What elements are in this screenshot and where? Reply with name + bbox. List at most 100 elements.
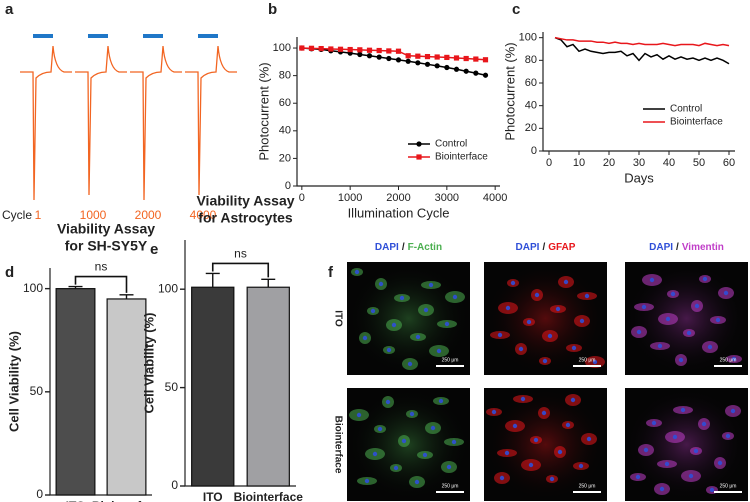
- x-tick-label: Biointerface: [234, 490, 304, 502]
- column-header: DAPI / F-Actin: [375, 242, 442, 253]
- nucleus: [579, 318, 585, 324]
- nucleus: [694, 303, 700, 309]
- marker: [434, 63, 440, 69]
- column-header: DAPI / Vimentin: [649, 242, 724, 253]
- nucleus: [430, 425, 436, 431]
- x-tick-label: ITO: [203, 490, 223, 502]
- light-pulse: [143, 34, 163, 38]
- nucleus: [547, 333, 553, 339]
- nucleus: [451, 439, 457, 445]
- marker: [482, 72, 489, 78]
- legend-marker: [416, 141, 422, 147]
- nucleus: [686, 330, 692, 336]
- nucleus: [446, 464, 452, 470]
- marker: [453, 66, 460, 72]
- y-axis-label: Photocurrent (%): [502, 42, 517, 140]
- chart-title: for Astrocytes: [198, 210, 293, 226]
- scale-bar-label: 250 μm: [579, 483, 596, 489]
- panel-letter: d: [5, 264, 14, 281]
- nucleus: [436, 348, 442, 354]
- nucleus: [542, 358, 548, 364]
- y-tick-label: 40: [525, 100, 537, 112]
- error-bar: [205, 272, 220, 288]
- marker: [453, 55, 460, 61]
- nucleus: [512, 423, 518, 429]
- nucleus: [670, 291, 676, 297]
- nucleus: [715, 317, 721, 323]
- x-tick-label: 60: [723, 157, 735, 169]
- x-tick-label: Biointerface: [92, 499, 162, 502]
- nucleus: [401, 438, 407, 444]
- marker: [376, 47, 382, 54]
- header-part: DAPI: [375, 242, 399, 253]
- nucleus: [415, 334, 421, 340]
- nucleus: [555, 306, 561, 312]
- nucleus: [592, 359, 598, 365]
- y-tick-label: 100: [273, 42, 291, 54]
- nucleus: [680, 407, 686, 413]
- y-tick-label: 0: [36, 487, 43, 501]
- y-tick-label: 0: [531, 145, 537, 157]
- chart-title: Viability Assay: [57, 221, 155, 237]
- marker: [347, 46, 353, 53]
- nucleus: [391, 322, 397, 328]
- marker: [337, 46, 344, 52]
- y-tick-label: 60: [279, 97, 291, 109]
- header-part: GFAP: [548, 242, 576, 253]
- nucleus: [386, 347, 392, 353]
- error-bar-line: [68, 285, 83, 289]
- y-tick-label: 100: [23, 281, 43, 295]
- photocurrent-trace: [20, 45, 72, 201]
- nucleus: [557, 449, 563, 455]
- series-line: [554, 36, 730, 47]
- nucleus: [565, 422, 571, 428]
- chart-title: Viability Assay: [196, 193, 294, 209]
- y-tick-label: 80: [525, 54, 537, 66]
- legend-label: Control: [670, 104, 702, 115]
- x-tick-label: 40: [663, 157, 675, 169]
- nucleus: [452, 294, 458, 300]
- nucleus: [571, 345, 577, 351]
- marker: [386, 55, 392, 62]
- nucleus: [510, 280, 516, 286]
- x-tick-label: 0: [299, 192, 305, 204]
- y-tick-label: 100: [158, 281, 178, 295]
- x-tick-label: ITO: [66, 499, 86, 502]
- nucleus: [393, 465, 399, 471]
- nucleus: [533, 437, 539, 443]
- marker: [395, 57, 402, 63]
- scale-bar-label: 250 μm: [442, 483, 459, 489]
- cycle-value: 4000: [190, 208, 217, 222]
- x-tick-label: 2000: [386, 192, 410, 204]
- nucleus: [541, 410, 547, 416]
- x-tick-label: 0: [546, 157, 552, 169]
- nucleus: [586, 436, 592, 442]
- nucleus: [664, 461, 670, 467]
- x-tick-label: 30: [633, 157, 645, 169]
- x-tick-label: 3000: [435, 192, 459, 204]
- y-tick-label: 50: [30, 384, 44, 398]
- nucleus: [428, 282, 434, 288]
- header-part: DAPI: [516, 242, 540, 253]
- nucleus: [678, 357, 684, 363]
- cycle-label: Cycle: [2, 208, 32, 222]
- nucleus: [520, 396, 526, 402]
- nucleus: [635, 474, 641, 480]
- nucleus: [730, 408, 736, 414]
- header-part: /: [402, 242, 405, 253]
- nucleus: [643, 447, 649, 453]
- nucleus: [570, 397, 576, 403]
- panel-letter: c: [512, 1, 520, 18]
- nucleus: [584, 293, 590, 299]
- error-bar-line: [119, 294, 134, 299]
- nucleus: [370, 308, 376, 314]
- nucleus: [526, 319, 532, 325]
- header-part: /: [676, 242, 679, 253]
- marker: [415, 53, 421, 59]
- marker: [473, 56, 479, 62]
- scale-bar: [714, 491, 742, 493]
- nucleus: [725, 433, 731, 439]
- panel-letter: a: [5, 1, 14, 18]
- marker: [376, 54, 382, 60]
